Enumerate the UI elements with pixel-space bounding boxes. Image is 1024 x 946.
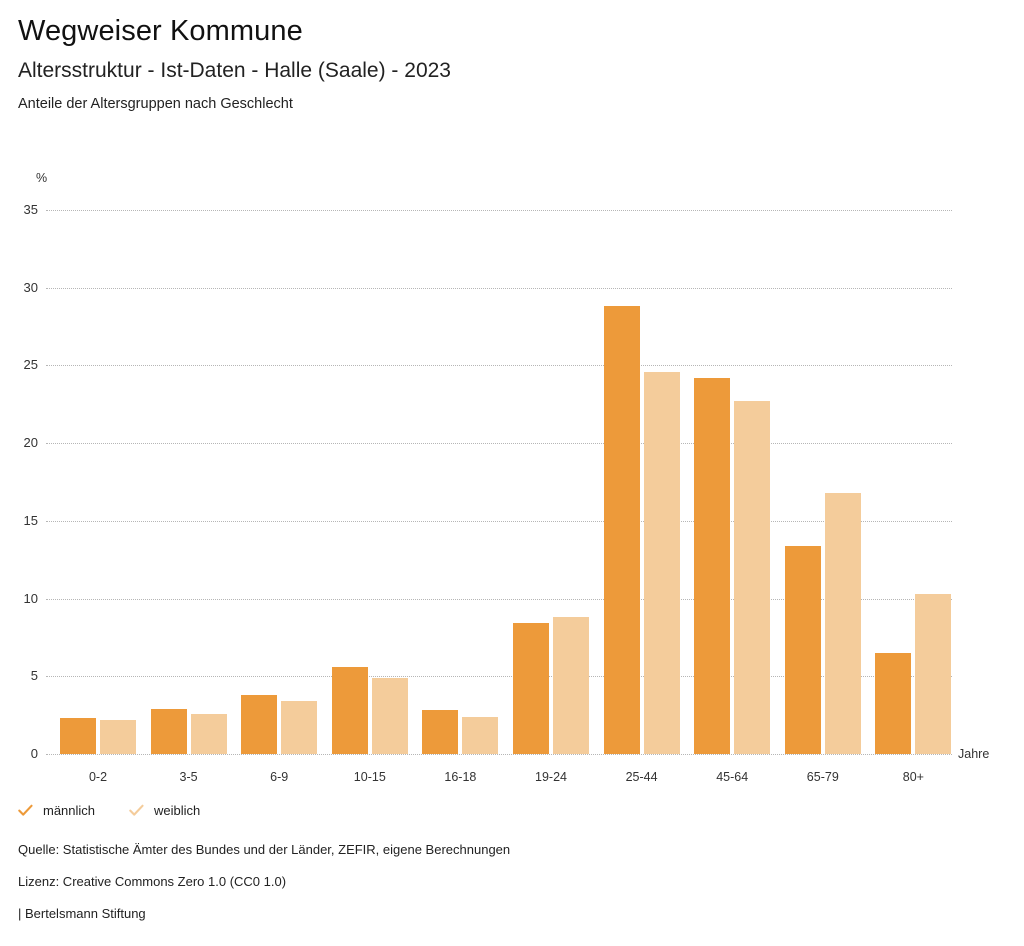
source-text: Quelle: Statistische Ämter des Bundes un… [18, 842, 511, 857]
x-axis-tick-label: 80+ [902, 770, 924, 784]
bar-männlich-19-24[interactable] [513, 623, 549, 754]
x-axis-tick-label: 65-79 [806, 770, 839, 784]
y-axis-tick-label: 25 [23, 357, 38, 373]
gridline [46, 287, 952, 289]
y-axis-unit-label: % [36, 171, 48, 185]
bar-männlich-45-64[interactable] [694, 377, 731, 754]
bar-männlich-0-2[interactable] [60, 718, 96, 754]
bar-weiblich-25-44[interactable] [643, 371, 680, 754]
legend-item-weiblich[interactable]: weiblich [129, 803, 200, 818]
x-axis-tick-label: 19-24 [535, 770, 567, 784]
legend-label: männlich [43, 803, 96, 818]
legend-item-männlich[interactable]: männlich [18, 803, 95, 818]
bar-männlich-80+[interactable] [875, 652, 912, 754]
bar-group: 19-24 [513, 210, 589, 784]
check-icon [18, 804, 33, 817]
bar-männlich-65-79[interactable] [784, 545, 821, 754]
y-axis-tick-label: 10 [23, 590, 38, 606]
bar-männlich-16-18[interactable] [422, 710, 459, 754]
x-axis-tick-label: 6-9 [270, 770, 289, 784]
gridline [46, 520, 952, 522]
x-axis-tick-label: 3-5 [179, 770, 198, 784]
publisher-text: | Bertelsmann Stiftung [18, 905, 146, 921]
y-axis-tick-label: 20 [23, 435, 38, 451]
x-axis-tick-label: 25-44 [625, 770, 658, 784]
bar-weiblich-65-79[interactable] [824, 492, 861, 754]
bar-group: 6-9 [241, 210, 318, 784]
x-axis-tick-label: 0-2 [88, 770, 108, 784]
bar-group: 45-64 [694, 210, 771, 784]
bar-weiblich-6-9[interactable] [281, 701, 318, 754]
bar-weiblich-19-24[interactable] [553, 617, 589, 754]
bar-group: 0-2 [60, 210, 136, 784]
bar-group: 3-5 [150, 210, 227, 784]
bar-group: 65-79 [784, 210, 861, 784]
bar-männlich-6-9[interactable] [241, 694, 278, 754]
bar-group: 80+ [875, 210, 952, 784]
bar-group: 16-18 [422, 210, 499, 784]
gridline [46, 443, 952, 445]
bar-männlich-25-44[interactable] [603, 306, 640, 754]
y-axis-tick-label: 0 [30, 746, 38, 761]
x-axis-label: Jahre [958, 747, 990, 761]
y-axis-tick-label: 5 [30, 668, 38, 684]
plot-area: 0 5 10 15 20 25 30 35 0-2 3-5 6-9 10-15 16-18 19-24 25… [24, 202, 952, 784]
x-axis-tick-label: 45-64 [716, 770, 749, 784]
bar-weiblich-16-18[interactable] [462, 716, 499, 754]
legend-label: weiblich [154, 803, 201, 818]
bar-männlich-3-5[interactable] [150, 708, 187, 754]
chart-description: Anteile der Altersgruppen nach Geschlech… [18, 96, 293, 113]
gridline [46, 598, 952, 600]
chart-header: Wegweiser Kommune Altersstruktur - Ist-D… [18, 14, 451, 113]
chart-subtitle: Altersstruktur - Ist-Daten - Halle (Saal… [18, 59, 451, 83]
gridline [46, 210, 952, 211]
bar-weiblich-45-64[interactable] [734, 401, 771, 754]
gridline [46, 676, 952, 678]
y-axis-tick-label: 35 [23, 202, 38, 217]
bar-group: 10-15 [331, 210, 408, 784]
bar-group: 25-44 [603, 210, 680, 784]
license-text: Lizenz: Creative Commons Zero 1.0 (CC0 1… [18, 873, 287, 889]
x-axis-tick-label: 16-18 [444, 770, 477, 784]
page-title: Wegweiser Kommune [18, 15, 303, 47]
bar-weiblich-10-15[interactable] [371, 677, 408, 754]
gridline [46, 754, 952, 755]
x-axis-tick-label: 10-15 [353, 770, 386, 784]
bar-weiblich-3-5[interactable] [190, 713, 227, 754]
bar-weiblich-0-2[interactable] [100, 719, 136, 754]
y-axis-tick-label: 15 [23, 512, 38, 528]
check-icon [129, 804, 144, 817]
chart-legend: männlich weiblich [18, 803, 200, 818]
gridline [46, 365, 952, 367]
bar-weiblich-80+[interactable] [915, 593, 952, 754]
bar-männlich-10-15[interactable] [331, 666, 368, 754]
y-axis-tick-label: 30 [23, 279, 38, 295]
chart-footer: Quelle: Statistische Ämter des Bundes un… [18, 842, 511, 939]
